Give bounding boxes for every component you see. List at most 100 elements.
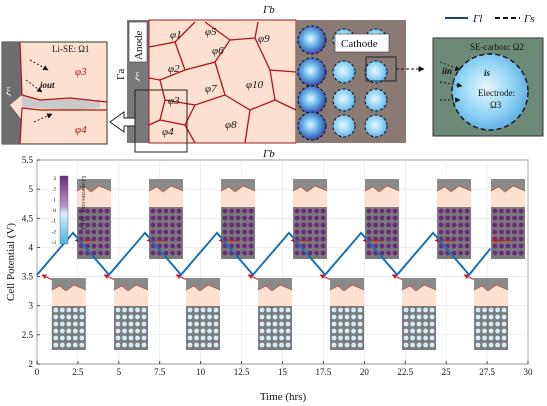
snapshot-particle <box>79 328 85 334</box>
snapshot-interface <box>185 284 221 292</box>
snapshot-electrolyte <box>149 191 184 207</box>
snapshot-particle <box>200 342 206 348</box>
snapshot-particle <box>78 229 84 235</box>
snapshot-particle <box>104 215 110 221</box>
snapshot-particle <box>91 215 97 221</box>
legend-dashed-label: Γs <box>523 13 535 25</box>
x-tick-label: 7.5 <box>154 367 166 377</box>
grain-phi2: φ2 <box>168 63 180 75</box>
snapshot-particle <box>314 208 319 214</box>
cathode-particle <box>364 88 388 112</box>
snapshot-interface <box>473 284 509 292</box>
right-inset-electrode <box>451 53 529 131</box>
snapshot-particle <box>379 250 385 256</box>
anode-xi-label: ξ <box>135 71 140 83</box>
snapshot-particle <box>285 314 291 320</box>
snapshot-particle <box>91 243 97 249</box>
snapshot-particle <box>482 342 487 348</box>
snapshot-particle <box>373 222 378 228</box>
snapshot-particle <box>499 215 504 221</box>
snapshot-particle <box>170 250 175 256</box>
snapshot-particle <box>475 321 481 327</box>
snapshot-particle <box>259 307 265 313</box>
snapshot-particle <box>72 321 78 327</box>
snapshot-particle <box>79 307 85 313</box>
snapshot-particle <box>338 307 343 313</box>
snapshot-particle <box>423 342 428 348</box>
right-inset-electrode-label: Electrode: <box>478 88 515 98</box>
snapshot-particle <box>115 328 121 334</box>
snapshot-particle <box>207 321 212 327</box>
snapshot-particle <box>104 236 110 242</box>
snapshot-particle <box>176 243 182 249</box>
snapshot-particle <box>357 314 363 320</box>
grain-phi6: φ6 <box>212 45 224 57</box>
snapshot-particle <box>141 342 147 348</box>
snapshot-particle <box>445 215 450 221</box>
grain-boundaries <box>148 21 297 144</box>
snapshot-particle <box>423 335 428 341</box>
anode-label-box <box>128 21 148 63</box>
snapshot-particle <box>53 335 59 341</box>
snapshot-particle <box>386 215 391 221</box>
snapshot-particle <box>170 222 175 228</box>
snapshot-particle <box>386 222 391 228</box>
grain-phi9: φ9 <box>258 33 270 45</box>
cell-schematic: Anode ξ Γa φ1 φ2 φ3 φ4 φ5 φ6 φ7 φ8 <box>1 4 544 160</box>
snapshot-particle <box>187 307 193 313</box>
snapshot-particle <box>373 215 378 221</box>
snapshot-particle <box>512 215 517 221</box>
snapshot-particle <box>314 229 319 235</box>
snapshot-charged <box>292 179 328 259</box>
snapshot-particle <box>445 222 450 228</box>
snapshot-particle <box>518 208 524 214</box>
right-inset-current-in: iin <box>442 66 452 76</box>
snapshot-particle <box>200 314 206 320</box>
snapshot-electrolyte <box>437 191 472 207</box>
cathode-label: Cathode <box>341 38 378 50</box>
snapshot-particle <box>392 250 398 256</box>
snapshot-discharged <box>329 278 365 350</box>
snapshot-particle <box>66 321 72 327</box>
snapshot-particle <box>357 342 363 348</box>
snapshot-particle <box>122 314 127 320</box>
snapshot-particle <box>495 314 500 320</box>
snapshot-particle <box>464 250 470 256</box>
snapshot-particle <box>307 250 313 256</box>
snapshot-particle <box>429 321 435 327</box>
snapshot-particle <box>505 222 511 228</box>
snapshot-interface <box>490 185 526 193</box>
snapshot-particle <box>207 328 212 334</box>
snapshot-particle <box>259 321 265 327</box>
snapshot-particle <box>416 328 422 334</box>
snapshot-particle <box>170 229 175 235</box>
snapshot-particle <box>492 215 498 221</box>
snapshot-particle <box>416 314 422 320</box>
snapshot-particle <box>501 328 507 334</box>
snapshot-particle <box>429 342 435 348</box>
snapshot-particle <box>416 307 422 313</box>
snapshot-particle <box>141 307 147 313</box>
snapshot-particle <box>501 314 507 320</box>
snapshot-particle <box>505 250 511 256</box>
snapshot-particle <box>410 307 415 313</box>
grain-phi5: φ5 <box>205 26 217 38</box>
snapshot-particle <box>163 243 169 249</box>
snapshot-particle <box>294 222 300 228</box>
snapshot-particle <box>499 208 504 214</box>
snapshot-pointer <box>391 274 403 280</box>
snapshot-particle <box>410 321 415 327</box>
snapshot-particle <box>392 222 398 228</box>
snapshot-particle <box>187 314 193 320</box>
x-tick-label: 30 <box>524 367 534 377</box>
snapshot-particle <box>475 307 481 313</box>
colorbar-tick-label: -1 <box>51 219 56 225</box>
x-axis-ticks: 0 2.5 5 7.5 10 12.5 15 17.5 20 22.5 25 27.5 30 <box>35 361 533 377</box>
snapshot-particle <box>331 321 337 327</box>
y-tick-label: 5 <box>29 184 34 194</box>
snapshot-particle <box>248 208 254 214</box>
snapshot-particle <box>135 314 140 320</box>
snapshot-particle <box>386 250 391 256</box>
snapshot-particle <box>294 229 300 235</box>
snapshot-particle <box>150 208 156 214</box>
